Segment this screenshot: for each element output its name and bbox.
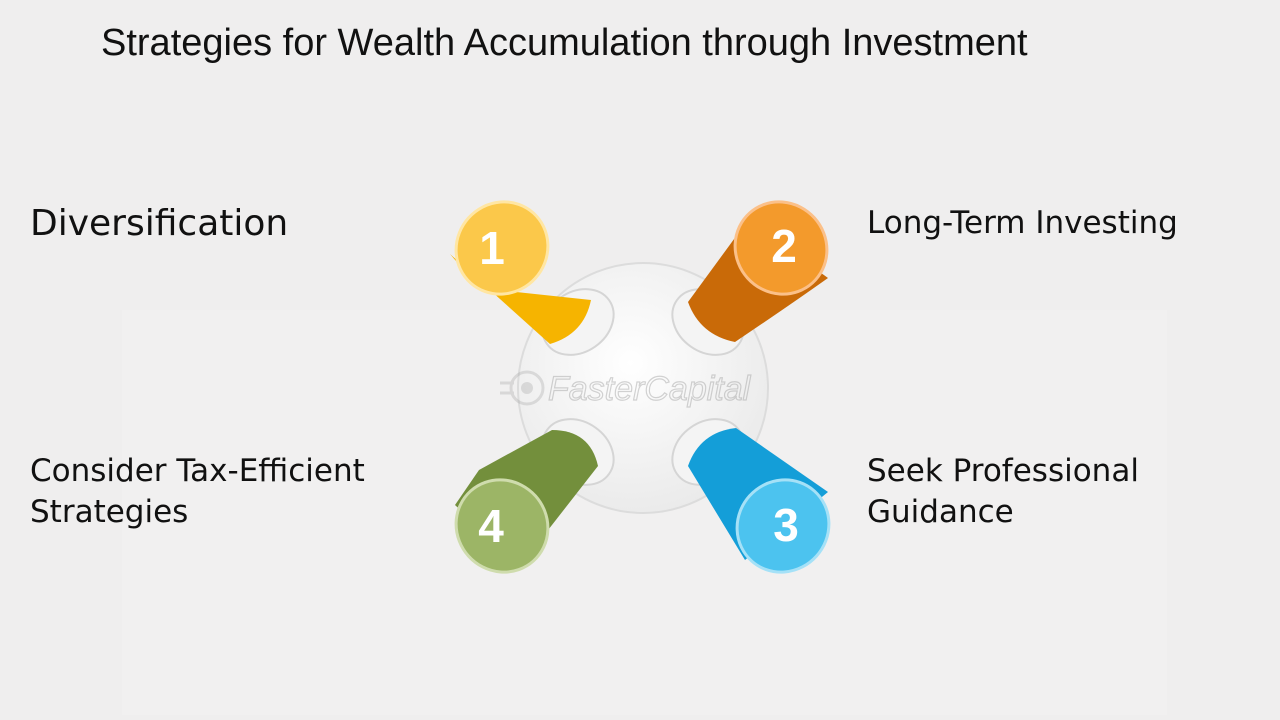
step-1-number: 1	[479, 222, 505, 274]
watermark-text: FasterCapital	[548, 370, 752, 408]
step-1-cylinder-cap	[454, 200, 550, 296]
step-4-label-line-2: Strategies	[30, 494, 189, 530]
step-4-cylinder-cap	[454, 478, 550, 574]
diagram-svg: FasterCapital 1 2 3 4	[450, 200, 831, 574]
step-2-number: 2	[771, 220, 797, 272]
four-step-diagram: FasterCapital 1 2 3 4	[440, 190, 840, 590]
step-1-label: Diversification	[30, 203, 289, 244]
step-3-cylinder: 3	[688, 428, 831, 574]
step-1-cylinder: 1	[450, 200, 591, 344]
step-2-cylinder: 2	[688, 200, 829, 342]
watermark-logo-icon	[500, 370, 545, 406]
step-2-cylinder-cap	[733, 200, 829, 296]
step-4-label-line-1: Consider Tax-Efficient	[30, 453, 365, 489]
step-4-number: 4	[478, 500, 504, 552]
step-3-number: 3	[773, 499, 799, 551]
step-3-label: Seek Professional Guidance	[867, 451, 1139, 533]
step-3-cylinder-cap	[735, 478, 831, 574]
step-3-label-line-2: Guidance	[867, 494, 1014, 530]
step-4-label: Consider Tax-Efficient Strategies	[30, 451, 365, 533]
step-2-label: Long-Term Investing	[867, 205, 1178, 241]
step-3-label-line-1: Seek Professional	[867, 453, 1139, 489]
slide-title: Strategies for Wealth Accumulation throu…	[101, 22, 1028, 64]
step-4-cylinder: 4	[454, 430, 598, 574]
